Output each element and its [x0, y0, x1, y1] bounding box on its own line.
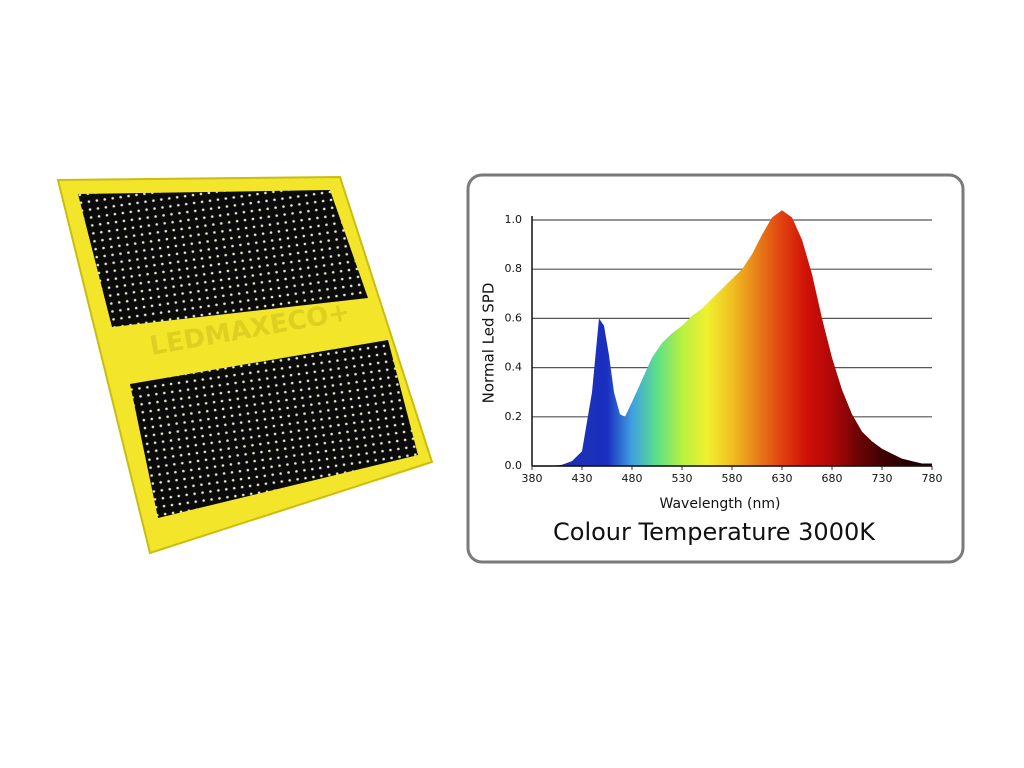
- y-tick-label: 0.6: [505, 311, 523, 324]
- led-panel: LEDMAXECO+: [56, 175, 434, 555]
- x-tick-label: 580: [722, 472, 743, 485]
- x-tick-label: 430: [572, 472, 593, 485]
- y-tick-label: 0.0: [505, 459, 523, 472]
- x-tick-label: 480: [622, 472, 643, 485]
- x-tick-label: 730: [872, 472, 893, 485]
- chart-title: Colour Temperature 3000K: [553, 518, 876, 546]
- x-axis-label: Wavelength (nm): [660, 496, 781, 512]
- x-tick-label: 680: [822, 472, 843, 485]
- x-tick-label: 630: [772, 472, 793, 485]
- y-tick-label: 0.8: [505, 262, 523, 275]
- x-tick-label: 380: [522, 472, 543, 485]
- x-tick-label: 780: [922, 472, 943, 485]
- x-tick-label: 530: [672, 472, 693, 485]
- y-tick-label: 0.2: [505, 410, 523, 423]
- y-axis-label: Normal Led SPD: [480, 283, 498, 404]
- spectrum-area: [532, 210, 932, 466]
- y-tick-label: 0.4: [505, 361, 523, 374]
- y-tick-label: 1.0: [505, 213, 523, 226]
